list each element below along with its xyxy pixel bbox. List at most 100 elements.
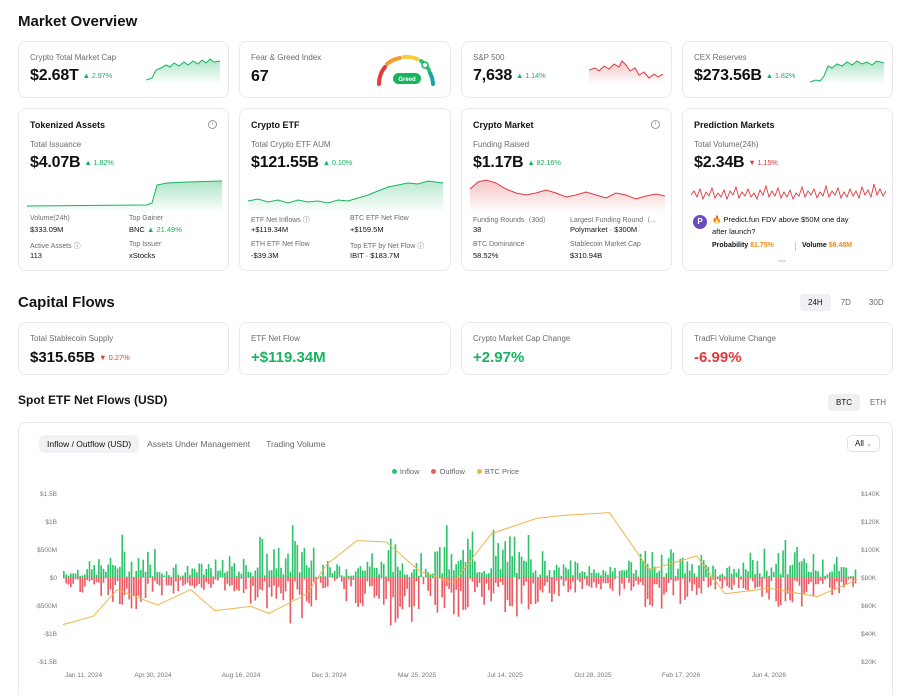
outflow-bar xyxy=(563,577,565,586)
card-label: Total Issuance xyxy=(30,140,81,149)
outflow-bar xyxy=(523,577,525,586)
outflow-bar xyxy=(262,577,264,591)
cex-reserves-card[interactable]: CEX Reserves $273.56B▲ 1.82% xyxy=(682,41,893,98)
outflow-bar xyxy=(633,577,635,587)
inflow-bar xyxy=(789,566,791,577)
tab-btc[interactable]: BTC xyxy=(828,394,860,411)
tab-7d[interactable]: 7D xyxy=(833,294,859,311)
outflow-bar xyxy=(152,577,154,592)
inflow-bar xyxy=(577,563,579,577)
inflow-bar xyxy=(581,571,583,577)
outflow-bar xyxy=(752,577,754,581)
inflow-bar xyxy=(614,568,616,577)
change-badge: ▲ 2.97% xyxy=(83,71,112,80)
info-icon[interactable]: i xyxy=(651,120,660,129)
inflow-bar xyxy=(280,568,282,577)
outflow-bar xyxy=(504,577,506,612)
inflow-bar xyxy=(600,575,602,577)
inflow-bar xyxy=(191,568,193,577)
outflow-bar xyxy=(327,577,329,586)
stat-label: Top Gainer xyxy=(129,215,163,222)
market-question[interactable]: 🔥 Predict.fun FDV above $50M one day xyxy=(712,215,849,224)
inflow-bar xyxy=(353,576,355,577)
outflow-bar xyxy=(229,577,231,586)
inflow-bar xyxy=(147,552,149,577)
market-cap-change-card[interactable]: Crypto Market Cap Change +2.97% xyxy=(461,322,672,375)
outflow-bar xyxy=(848,577,850,579)
outflow-bar xyxy=(677,577,679,580)
card-value: $121.55B▲ 0.10% xyxy=(251,154,352,172)
inflow-bar xyxy=(481,573,483,577)
outflow-bar xyxy=(301,577,303,618)
crypto-market-card[interactable]: Crypto Market i Funding Raised $1.17B▲ 8… xyxy=(461,108,672,271)
outflow-bar xyxy=(614,577,616,579)
etf-net-flow-card[interactable]: ETF Net Flow +$119.34M xyxy=(239,322,451,375)
stat-label: ETH ETF Net Flow xyxy=(251,241,310,248)
pager-indicator[interactable] xyxy=(778,260,786,262)
outflow-bar xyxy=(103,577,105,583)
outflow-bar xyxy=(226,577,228,584)
sp500-card[interactable]: S&P 500 7,638▲ 1.14% xyxy=(461,41,672,98)
inflow-bar xyxy=(509,536,511,577)
outflow-bar xyxy=(381,577,383,578)
inflow-bar xyxy=(750,553,752,577)
inflow-bar xyxy=(824,576,826,577)
stablecoin-supply-card[interactable]: Total Stablecoin Supply $315.65B▼ 0.27% xyxy=(18,322,229,375)
tab-inflow-outflow[interactable]: Inflow / Outflow (USD) xyxy=(39,435,139,453)
tradfi-volume-card[interactable]: TradFi Volume Change -6.99% xyxy=(682,322,893,375)
inflow-bar xyxy=(420,553,422,577)
inflow-bar xyxy=(747,571,749,577)
outflow-bar xyxy=(806,577,808,592)
outflow-bar xyxy=(476,577,478,587)
outflow-bar xyxy=(311,577,313,607)
tokenized-assets-card[interactable]: Tokenized Assets i Total Issuance $4.07B… xyxy=(18,108,229,271)
outflow-bar xyxy=(271,577,273,597)
inflow-bar xyxy=(152,576,154,577)
outflow-bar xyxy=(525,577,527,582)
info-icon[interactable]: i xyxy=(208,120,217,129)
tab-30d[interactable]: 30D xyxy=(861,294,892,311)
outflow-bar xyxy=(500,577,502,582)
inflow-bar xyxy=(521,557,523,577)
inflow-bar xyxy=(549,570,551,577)
inflow-bar xyxy=(273,549,275,577)
inflow-bar xyxy=(103,569,105,577)
inflow-bar xyxy=(65,574,67,577)
tab-eth[interactable]: ETH xyxy=(862,394,894,411)
inflow-bar xyxy=(726,568,728,577)
fear-greed-card[interactable]: Fear & Greed Index 67 Greed xyxy=(239,41,451,98)
market-question-cont[interactable]: after launch? xyxy=(712,227,755,236)
outflow-bar xyxy=(462,577,464,610)
tab-aum[interactable]: Assets Under Management xyxy=(139,435,258,453)
inflow-bar xyxy=(292,525,294,577)
inflow-bar xyxy=(651,552,653,577)
outflow-bar xyxy=(465,577,467,610)
outflow-bar xyxy=(815,577,817,584)
card-value: +2.97% xyxy=(473,349,524,366)
outflow-bar xyxy=(663,577,665,595)
inflow-bar xyxy=(759,573,761,577)
outflow-bar xyxy=(647,577,649,599)
tab-trading-volume[interactable]: Trading Volume xyxy=(258,435,333,453)
crypto-etf-card[interactable]: Crypto ETF Total Crypto ETF AUM $121.55B… xyxy=(239,108,451,271)
outflow-bar xyxy=(460,577,462,591)
inflow-bar xyxy=(855,570,857,577)
inflow-bar xyxy=(77,570,79,577)
inflow-bar xyxy=(196,572,198,577)
market-cap-card[interactable]: Crypto Total Market Cap $2.68T▲ 2.97% xyxy=(18,41,229,98)
inflow-bar xyxy=(628,561,630,577)
outflow-bar xyxy=(110,577,112,590)
prediction-markets-card[interactable]: Prediction Markets Total Volume(24h) $2.… xyxy=(682,108,893,271)
outflow-bar xyxy=(817,577,819,584)
inflow-bar xyxy=(609,567,611,577)
legend-outflow[interactable]: Outflow xyxy=(431,467,464,476)
filter-select[interactable]: All ⌄ xyxy=(847,435,880,452)
outflow-bar xyxy=(247,577,249,578)
outflow-bar xyxy=(399,577,401,607)
legend-btc-price[interactable]: BTC Price xyxy=(477,467,519,476)
legend-inflow[interactable]: Inflow xyxy=(392,467,420,476)
inflow-bar xyxy=(623,571,625,577)
outflow-bar xyxy=(409,577,411,607)
tab-24h[interactable]: 24H xyxy=(800,294,831,311)
inflow-bar xyxy=(236,576,238,577)
